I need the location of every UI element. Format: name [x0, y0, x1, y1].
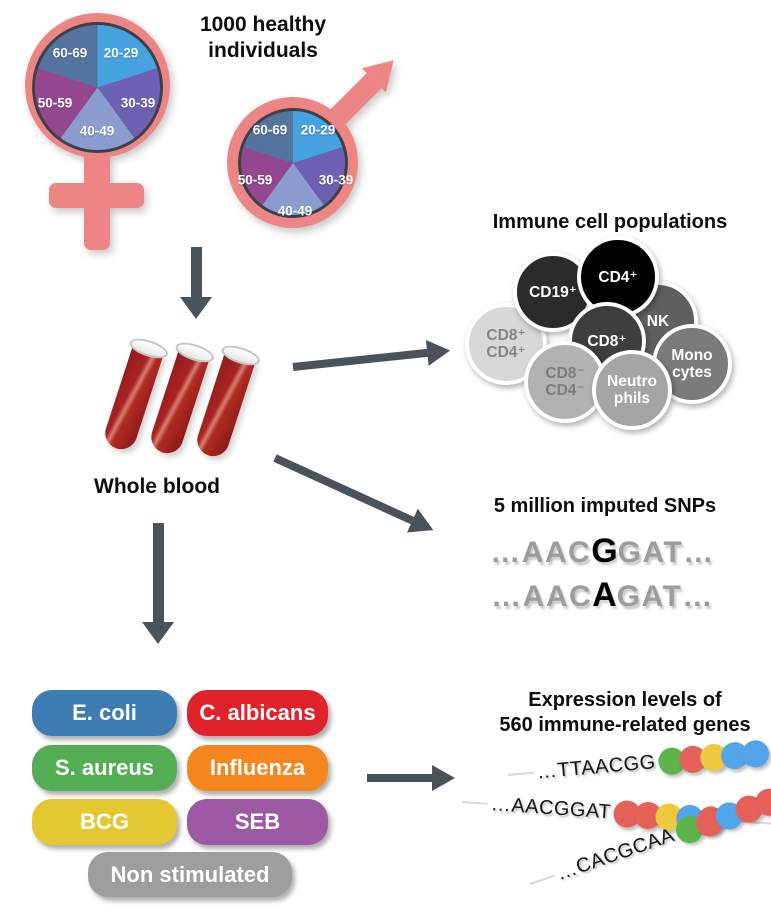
expression-title-line2: 560 immune-related genes [499, 714, 751, 736]
snp-suffix: GAT… [617, 536, 715, 569]
arrow-blood-to-cells [292, 337, 452, 380]
strand-line [507, 771, 534, 776]
cell-label-line: Mono [671, 347, 713, 364]
stimulus-label: S. aureus [54, 755, 155, 780]
stimulus-pill-calbicans: C. albicans [187, 690, 328, 736]
expression-dots [657, 738, 771, 776]
immune-cell-neutrophils: Neutro phils [592, 350, 672, 430]
page-title-line1: 1000 healthy [199, 13, 327, 36]
expression-title: Expression levels of 560 immune-related … [465, 688, 771, 738]
arrow-blood-to-snps [270, 446, 439, 542]
cell-label-line: CD4⁻ [545, 382, 585, 399]
snp-prefix: …AAC [491, 580, 593, 613]
pie-slice-label: 40-49 [79, 123, 115, 139]
stimulus-pill-influenza: Influenza [187, 745, 328, 791]
cell-label-line: NK [646, 312, 670, 330]
stimulus-pill-nonstimulated: Non stimulated [88, 852, 292, 897]
stimulus-label: Non stimulated [110, 861, 270, 887]
cell-label-line: phils [613, 390, 651, 407]
arrow-head [425, 337, 452, 366]
arrow-head [142, 622, 174, 644]
cell-label-line: CD4⁺ [598, 268, 638, 286]
stimulus-label: BCG [80, 809, 129, 834]
male-age-pie-chart [238, 108, 348, 218]
page-title-line2: individuals [208, 39, 318, 62]
strand-sequence: …CACGCAA [553, 823, 678, 885]
cell-label-line: cytes [672, 364, 712, 381]
male-symbol: 20-29 30-39 40-49 50-59 60-69 [0, 0, 410, 250]
immune-cell-cd8neg-cd4neg: CD8⁻ CD4⁻ [524, 341, 606, 423]
expression-title-line1: Expression levels of [528, 689, 722, 711]
pie-slice-label: 20-29 [300, 122, 336, 138]
snp-variant-allele: G [591, 532, 618, 570]
pie-slice-label: 50-59 [37, 95, 73, 111]
snp-suffix: GAT… [616, 580, 714, 613]
strand-sequence: …TTAACGG [535, 750, 657, 783]
arrow-individuals-to-blood [180, 247, 212, 319]
snp-sequence: …AACAGAT… [430, 576, 771, 615]
snp-variant-allele: A [592, 576, 617, 614]
pie-slice-label: 30-39 [120, 95, 156, 111]
snps-title: 5 million imputed SNPs [493, 495, 717, 517]
pie-slice-label: 60-69 [252, 122, 288, 138]
pie-slice-label: 40-49 [277, 203, 313, 219]
snp-sequence: …AACGGAT… [430, 532, 771, 571]
arrow-head [432, 765, 455, 791]
pie-slice-label: 50-59 [237, 172, 273, 188]
stimulus-label: Influenza [209, 755, 306, 780]
arrow-stimulations-to-expression [367, 765, 455, 791]
female-age-pie-chart [32, 22, 163, 153]
cell-label-line: CD8⁺ [486, 327, 526, 344]
arrow-shaft [292, 348, 428, 371]
immune-cells-title: Immune cell populations [492, 211, 728, 233]
arrow-shaft [367, 774, 432, 782]
arrow-shaft [152, 523, 164, 622]
arrow-head [180, 297, 212, 319]
female-symbol: 20-29 30-39 40-49 50-59 60-69 [0, 0, 200, 260]
pie-slice-label: 60-69 [52, 45, 88, 61]
cell-label-line: CD4⁺ [486, 344, 526, 361]
page-title: 1000 healthy individuals [150, 12, 376, 64]
cell-label-line: CD8⁻ [545, 365, 585, 382]
strand-line [461, 801, 489, 805]
stimulus-pill-ecoli: E. coli [32, 690, 177, 736]
pie-slice-label: 30-39 [318, 172, 354, 188]
stimulus-label: C. albicans [199, 700, 316, 725]
stimulus-pill-bcg: BCG [32, 799, 177, 845]
whole-blood-label: Whole blood [94, 475, 220, 498]
pie-slice-label: 20-29 [103, 45, 139, 61]
gene-strand: …TTAACGG [507, 737, 771, 790]
female-symbol-crossbar [49, 183, 144, 208]
strand-line [529, 874, 555, 885]
cell-label-line: Neutro [607, 373, 657, 390]
arrow-shaft [273, 454, 415, 525]
cell-label-line: CD8⁺ [587, 332, 627, 350]
arrow-shaft [190, 247, 202, 297]
stimulus-label: SEB [234, 809, 281, 834]
cell-label-line: CD19⁺ [529, 283, 577, 301]
stimulus-pill-saureus: S. aureus [32, 745, 177, 791]
arrow-blood-to-stimulations [142, 523, 174, 644]
strand-sequence: …AACGGAT [490, 792, 612, 823]
expression-dot-blue [741, 738, 771, 768]
snp-prefix: …AAC [490, 536, 592, 569]
stimulus-pill-seb: SEB [187, 799, 328, 845]
stimulus-label: E. coli [72, 700, 137, 725]
